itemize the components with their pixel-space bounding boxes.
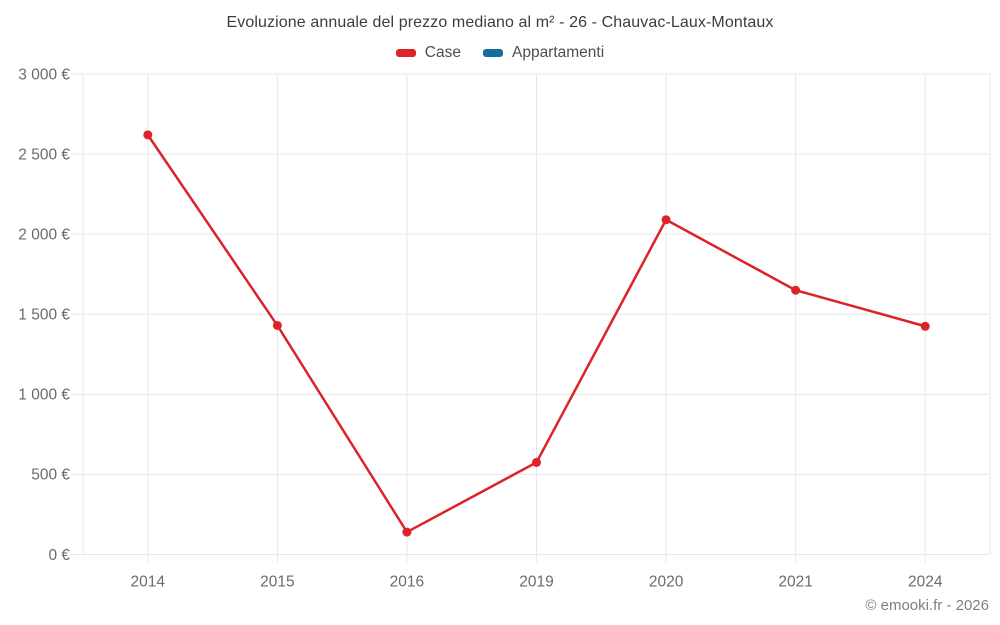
y-tick-label: 500 €: [31, 467, 70, 484]
y-tick-label: 0 €: [48, 547, 70, 564]
x-tick-label: 2016: [390, 573, 424, 590]
case-data-point[interactable]: [661, 215, 671, 225]
chart-legend: Case Appartamenti: [0, 44, 1000, 62]
case-data-point[interactable]: [532, 457, 541, 467]
y-tick-label: 1 000 €: [18, 387, 70, 404]
y-tick-label: 1 500 €: [18, 307, 70, 324]
copyright-attribution: © emooki.fr - 2026: [865, 597, 989, 614]
legend-item-appartamenti[interactable]: Appartamenti: [482, 44, 605, 62]
legend-label-appartamenti: Appartamenti: [511, 44, 605, 61]
x-tick-label: 2015: [260, 573, 294, 590]
legend-item-case[interactable]: Case: [395, 44, 461, 62]
case-data-point[interactable]: [143, 130, 153, 140]
case-data-point[interactable]: [791, 285, 801, 295]
case-data-point[interactable]: [920, 321, 930, 331]
x-tick-label: 2021: [778, 573, 812, 590]
y-tick-label: 3 000 €: [18, 66, 70, 83]
x-tick-label: 2014: [131, 573, 166, 590]
x-tick-label: 2019: [519, 573, 553, 590]
y-tick-label: 2 000 €: [18, 226, 70, 243]
case-data-point[interactable]: [402, 527, 412, 537]
chart-title: Evoluzione annuale del prezzo mediano al…: [226, 14, 774, 31]
case-series-swatch: [395, 49, 416, 57]
y-tick-label: 2 500 €: [18, 146, 70, 163]
legend-label-case: Case: [424, 44, 461, 61]
x-tick-label: 2020: [649, 573, 684, 590]
case-data-point[interactable]: [272, 320, 282, 330]
x-tick-label: 2024: [908, 573, 943, 590]
appartamenti-series-swatch: [482, 49, 503, 57]
